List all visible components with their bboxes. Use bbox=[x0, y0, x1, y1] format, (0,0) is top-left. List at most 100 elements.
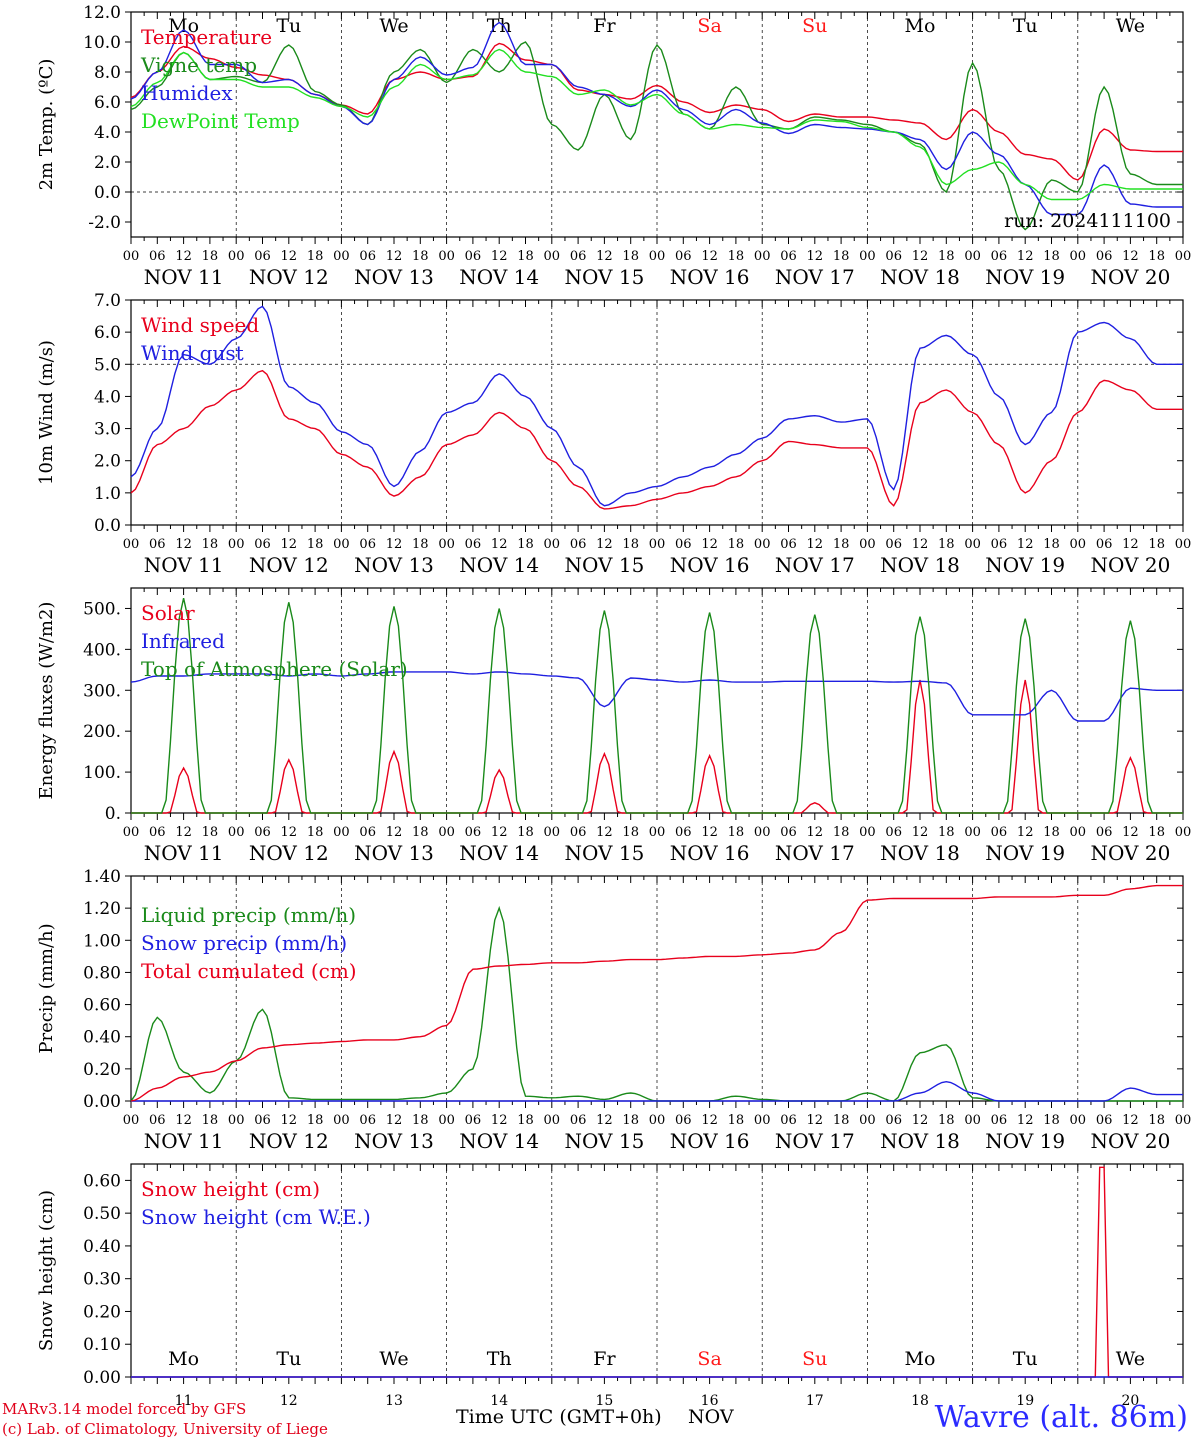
hour-tick-label: 00 bbox=[964, 537, 981, 552]
weekday-label: Su bbox=[802, 15, 827, 37]
hour-tick-label: 12 bbox=[491, 249, 508, 264]
date-label: NOV 15 bbox=[565, 553, 645, 577]
weekday-label: Mo bbox=[905, 15, 936, 37]
legend-entry: Total cumulated (cm) bbox=[141, 959, 357, 983]
date-label: NOV 19 bbox=[985, 553, 1065, 577]
date-label: NOV 13 bbox=[354, 1129, 434, 1153]
date-label: NOV 18 bbox=[880, 841, 960, 865]
hour-tick-label: 06 bbox=[465, 1113, 482, 1128]
date-label: NOV 14 bbox=[459, 841, 539, 865]
y-tick-label: 0.60 bbox=[83, 1171, 121, 1191]
hour-tick-label: 12 bbox=[175, 825, 192, 840]
legend-entry: Wind gust bbox=[141, 341, 244, 365]
hour-tick-label: 00 bbox=[964, 1113, 981, 1128]
x-axis-unit: NOV bbox=[688, 1406, 734, 1428]
hour-tick-label: 18 bbox=[517, 537, 534, 552]
hour-tick-label: 00 bbox=[649, 825, 666, 840]
hour-tick-label: 12 bbox=[386, 537, 403, 552]
hour-tick-label: 06 bbox=[1096, 1113, 1113, 1128]
legend-entry: Wind speed bbox=[141, 313, 259, 337]
day-number-label: 12 bbox=[280, 1393, 298, 1409]
hour-tick-label: 06 bbox=[675, 537, 692, 552]
hour-tick-label: 12 bbox=[491, 537, 508, 552]
hour-tick-label: 00 bbox=[859, 1113, 876, 1128]
hour-tick-label: 06 bbox=[885, 537, 902, 552]
hour-tick-label: 06 bbox=[254, 825, 271, 840]
series-line-top-of-atmosphere-solar- bbox=[131, 598, 1183, 814]
y-tick-label: 6.0 bbox=[94, 93, 121, 113]
hour-tick-label: 18 bbox=[1148, 249, 1165, 264]
hour-tick-label: 18 bbox=[938, 825, 955, 840]
hour-tick-label: 12 bbox=[912, 1113, 929, 1128]
y-tick-label: 3.0 bbox=[94, 420, 121, 440]
series-line-wind-speed bbox=[130, 369, 1183, 510]
hour-tick-label: 18 bbox=[728, 825, 745, 840]
hour-tick-label: 00 bbox=[1070, 1113, 1087, 1128]
y-tick-label: 0.40 bbox=[83, 1237, 121, 1257]
day-number-label: 13 bbox=[385, 1393, 403, 1409]
hour-tick-label: 18 bbox=[1043, 1113, 1060, 1128]
y-tick-label: 0.60 bbox=[83, 996, 121, 1016]
legend-entry: DewPoint Temp bbox=[141, 109, 300, 133]
date-label: NOV 11 bbox=[144, 841, 224, 865]
weekday-label: We bbox=[379, 15, 408, 37]
hour-tick-label: 12 bbox=[386, 249, 403, 264]
hour-tick-label: 18 bbox=[728, 537, 745, 552]
hour-tick-label: 06 bbox=[149, 1113, 166, 1128]
hour-tick-label: 18 bbox=[1148, 825, 1165, 840]
y-tick-label: 12.0 bbox=[83, 3, 121, 23]
hour-tick-label: 00 bbox=[1070, 825, 1087, 840]
hour-tick-label: 18 bbox=[728, 1113, 745, 1128]
y-tick-label: 0.0 bbox=[94, 183, 121, 203]
y-tick-label: 2.0 bbox=[94, 452, 121, 472]
hour-tick-label: 12 bbox=[596, 249, 613, 264]
hour-tick-label: 00 bbox=[754, 537, 771, 552]
plot-frame-2 bbox=[130, 587, 1184, 814]
date-label: NOV 17 bbox=[775, 553, 855, 577]
weekday-label: Su bbox=[802, 1348, 827, 1370]
hour-tick-label: 06 bbox=[780, 825, 797, 840]
y-tick-label: 0.20 bbox=[83, 1302, 121, 1322]
date-label: NOV 20 bbox=[1091, 841, 1171, 865]
date-label: NOV 15 bbox=[565, 1129, 645, 1153]
hour-tick-label: 06 bbox=[359, 537, 376, 552]
hour-tick-label: 18 bbox=[307, 249, 324, 264]
weekday-label: Tu bbox=[1013, 1348, 1038, 1370]
day-number-label: 19 bbox=[1016, 1393, 1034, 1409]
series-line-total-cumulated-cm- bbox=[130, 884, 1183, 1102]
hour-tick-label: 00 bbox=[859, 249, 876, 264]
date-label: NOV 19 bbox=[985, 841, 1065, 865]
hour-tick-label: 06 bbox=[780, 1113, 797, 1128]
hour-tick-label: 00 bbox=[754, 825, 771, 840]
hour-tick-label: 00 bbox=[438, 537, 455, 552]
date-label: NOV 17 bbox=[775, 1129, 855, 1153]
hour-tick-label: 18 bbox=[202, 249, 219, 264]
hour-tick-label: 06 bbox=[254, 249, 271, 264]
hour-tick-label: 00 bbox=[1175, 825, 1192, 840]
hour-tick-label: 00 bbox=[333, 537, 350, 552]
hour-tick-label: 00 bbox=[964, 825, 981, 840]
weekday-label: Sa bbox=[697, 1348, 721, 1370]
y-tick-label: 0.0 bbox=[94, 516, 121, 536]
hour-tick-label: 12 bbox=[807, 249, 824, 264]
date-label: NOV 16 bbox=[670, 553, 750, 577]
legend-entry: Top of Atmosphere (Solar) bbox=[141, 657, 408, 681]
y-tick-label: 0.50 bbox=[83, 1204, 121, 1224]
y-tick-label: 100. bbox=[83, 763, 121, 783]
hour-tick-label: 00 bbox=[544, 825, 561, 840]
hour-tick-label: 00 bbox=[123, 249, 140, 264]
weekday-label: Tu bbox=[276, 15, 301, 37]
hour-tick-label: 12 bbox=[175, 249, 192, 264]
hour-tick-label: 12 bbox=[1017, 1113, 1034, 1128]
hour-tick-label: 12 bbox=[386, 1113, 403, 1128]
hour-tick-label: 00 bbox=[859, 825, 876, 840]
hour-tick-label: 00 bbox=[123, 537, 140, 552]
date-label: NOV 16 bbox=[670, 1129, 750, 1153]
hour-tick-label: 06 bbox=[254, 1113, 271, 1128]
hour-tick-label: 12 bbox=[175, 537, 192, 552]
hour-tick-label: 18 bbox=[202, 825, 219, 840]
day-number-label: 14 bbox=[490, 1393, 508, 1409]
hour-tick-label: 00 bbox=[649, 249, 666, 264]
hour-tick-label: 12 bbox=[1122, 249, 1139, 264]
